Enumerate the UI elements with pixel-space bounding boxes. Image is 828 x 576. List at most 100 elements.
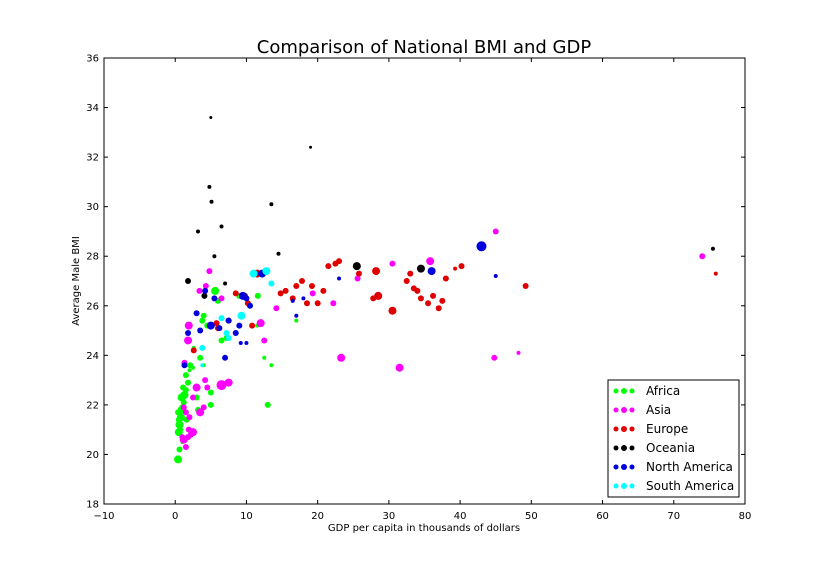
point-asia (216, 380, 227, 391)
x-tick-label: 80 (739, 511, 752, 522)
point-europe (303, 300, 310, 307)
x-tick-label: 40 (454, 511, 467, 522)
y-tick-label: 22 (86, 400, 99, 411)
point-europe (320, 287, 327, 294)
point-europe (282, 287, 289, 294)
point-europe (293, 282, 300, 289)
x-tick-label: 0 (172, 511, 178, 522)
point-north-america (247, 302, 254, 309)
point-europe (308, 282, 315, 289)
y-tick-label: 28 (86, 252, 99, 263)
x-tick-label: 10 (240, 511, 253, 522)
point-asia (426, 257, 435, 266)
point-africa (264, 401, 271, 408)
point-africa (294, 318, 299, 323)
point-asia (273, 305, 280, 312)
axis-ticks: −10 0 10 20 30 40 50 60 70 80 18 20 22 24 26 28 30 32 34 36 (86, 54, 751, 523)
point-africa (262, 355, 267, 360)
point-europe (458, 263, 465, 270)
x-tick-label: 60 (596, 511, 609, 522)
point-asia (256, 319, 265, 328)
point-europe (298, 278, 305, 284)
legend-marker-oceania (621, 445, 627, 451)
point-africa (211, 286, 220, 295)
point-north-america (337, 276, 342, 281)
point-asia (309, 290, 316, 297)
point-africa (199, 317, 206, 324)
point-south-america (218, 315, 225, 322)
point-asia (202, 282, 209, 289)
point-asia (182, 409, 189, 416)
point-africa (180, 390, 189, 399)
point-europe (314, 300, 321, 307)
point-africa (207, 401, 214, 408)
legend-marker-africa (621, 388, 627, 394)
point-africa (180, 384, 187, 391)
point-asia (200, 404, 207, 411)
legend-label-south-america: South America (646, 479, 734, 493)
point-oceania (209, 115, 213, 119)
point-north-america (206, 321, 215, 330)
legend: Africa Asia Europe Oceania North America Sout… (607, 379, 740, 498)
legend-marker-asia (613, 407, 619, 413)
legend-label-north-america: North America (646, 460, 733, 474)
point-europe (435, 305, 442, 312)
point-north-america (181, 362, 188, 369)
point-asia (184, 336, 193, 345)
x-tick-label: 20 (311, 511, 324, 522)
point-oceania (201, 292, 208, 299)
point-europe (414, 287, 421, 294)
point-south-america (223, 330, 230, 337)
point-south-america (249, 269, 258, 278)
legend-marker-asia (621, 407, 627, 413)
point-north-america (202, 287, 209, 294)
legend-marker-south-america (629, 483, 635, 489)
point-north-america (290, 298, 295, 303)
point-asia (395, 363, 404, 372)
point-europe (425, 300, 432, 307)
point-asia (337, 353, 346, 362)
point-oceania (207, 184, 212, 189)
y-tick-label: 30 (86, 202, 99, 213)
x-axis-label: GDP per capita in thousands of dollars (328, 523, 520, 534)
point-oceania (196, 229, 201, 234)
point-asia (261, 337, 268, 344)
point-north-america (185, 330, 192, 337)
legend-marker-africa (629, 388, 635, 394)
y-tick-label: 32 (86, 153, 99, 164)
legend-marker-south-america (621, 483, 627, 489)
point-south-america (262, 267, 271, 276)
point-europe (388, 306, 397, 315)
point-asia (492, 228, 499, 235)
chart-title: Comparison of National BMI and GDP (257, 37, 592, 58)
x-tick-label: 30 (383, 511, 396, 522)
legend-marker-africa (613, 388, 619, 394)
legend-label-europe: Europe (646, 422, 688, 436)
legend-label-oceania: Oceania (646, 441, 695, 455)
point-africa (269, 363, 274, 368)
point-asia (354, 275, 361, 282)
y-tick-label: 36 (86, 54, 99, 65)
point-europe (439, 297, 446, 304)
point-north-america (244, 340, 249, 345)
point-asia (224, 378, 233, 387)
point-oceania (276, 251, 281, 256)
point-oceania (309, 145, 313, 149)
point-europe (336, 258, 343, 265)
point-europe (372, 267, 381, 276)
point-asia (192, 383, 201, 392)
point-south-america (225, 334, 232, 341)
point-south-america (199, 344, 206, 351)
point-asia (196, 408, 205, 417)
point-africa (182, 372, 189, 379)
point-africa (176, 413, 185, 422)
legend-label-africa: Africa (646, 384, 680, 398)
point-asia (330, 300, 337, 307)
point-europe (417, 295, 424, 302)
point-africa (175, 420, 184, 429)
point-africa (185, 379, 192, 386)
point-asia (185, 426, 192, 433)
point-europe (249, 322, 256, 329)
point-europe (232, 290, 239, 297)
